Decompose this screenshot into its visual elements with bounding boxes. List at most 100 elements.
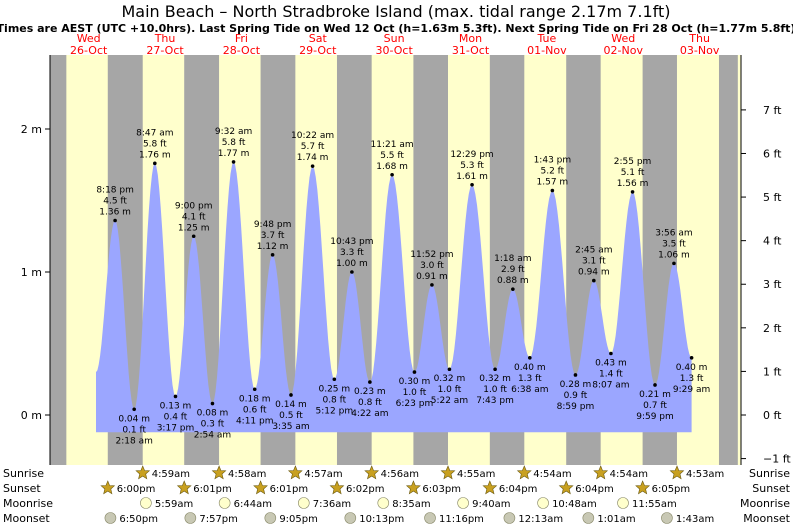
tide-point: [191, 234, 196, 239]
tide-point: [430, 283, 434, 287]
tide-point: [573, 373, 578, 377]
tide-ft-label: 4.5 ft: [103, 197, 127, 207]
ft-tick-label: 2 ft: [763, 322, 782, 335]
sunset-time: 6:01pm: [270, 484, 309, 495]
m-tick-label: 1 m: [21, 266, 42, 279]
moonrise-icon: [377, 497, 390, 509]
sunrise-time: 4:55am: [457, 469, 495, 480]
tide-time-label: 7:43 pm: [476, 396, 514, 406]
row-label-left: Moonset: [3, 512, 50, 525]
day-headers: Wed26-OctThu27-OctFri28-OctSat29-OctSun3…: [70, 32, 720, 57]
tide-point: [350, 270, 354, 274]
tide-m-label: 1.00 m: [336, 259, 368, 269]
tide-m-label: 1.76 m: [139, 150, 171, 160]
moonset-time: 10:13pm: [359, 514, 404, 525]
tide-time-label: 4:11 pm: [236, 416, 274, 426]
moonset-icon: [503, 512, 516, 524]
tide-time-label: 8:18 pm: [96, 186, 134, 196]
tide-time-label: 10:22 am: [291, 131, 334, 141]
tide-point: [289, 393, 293, 397]
row-label-left: Sunrise: [3, 467, 44, 480]
tide-ft-label: 1.0 ft: [483, 385, 507, 395]
sunset-icon: [482, 480, 498, 495]
sunset-icon: [253, 480, 268, 495]
tide-time-label: 11:52 pm: [410, 250, 453, 260]
ft-tick-label: 3 ft: [763, 278, 782, 291]
moonrise-time: 10:48am: [552, 499, 597, 510]
tide-time-label: 3:35 am: [272, 422, 309, 432]
tide-time-label: 1:43 pm: [534, 155, 572, 165]
tide-m-label: 0.21 m: [639, 390, 671, 400]
row-label-left: Sunset: [3, 482, 41, 495]
sunset-icon: [635, 480, 651, 495]
tide-point: [592, 278, 596, 283]
day-name-label: Tue: [536, 32, 556, 45]
moonset-time: 12:13am: [518, 514, 563, 525]
tide-m-label: 0.91 m: [416, 272, 448, 282]
ft-tick-label: 4 ft: [763, 235, 782, 248]
sunrise-time: 4:53am: [686, 469, 724, 480]
moonset-icon: [184, 512, 197, 524]
day-name-label: Wed: [77, 32, 101, 45]
sunrise-time: 4:59am: [152, 469, 190, 480]
day-date-label: 26-Oct: [70, 44, 108, 57]
row-label-right: Sunrise: [749, 467, 790, 480]
tide-ft-label: 5.1 ft: [621, 168, 645, 178]
tide-time-label: 3:17 pm: [157, 423, 195, 433]
day-date-label: 29-Oct: [299, 44, 337, 57]
day-date-label: 03-Nov: [680, 44, 720, 57]
tide-m-label: 0.23 m: [354, 387, 386, 397]
moonset-time: 7:57pm: [199, 514, 238, 525]
tide-point: [412, 370, 417, 374]
day-date-label: 31-Oct: [452, 44, 490, 57]
sunrise-icon: [593, 465, 609, 480]
sunrise-icon: [135, 465, 151, 480]
moonrise-icon: [140, 497, 152, 509]
sunset-time: 6:00pm: [117, 484, 156, 495]
day-name-label: Fri: [235, 32, 248, 45]
tide-m-label: 0.13 m: [160, 401, 192, 411]
tide-time-label: 6:23 pm: [396, 399, 434, 409]
tide-point: [550, 188, 555, 193]
moonrise-icon: [457, 497, 469, 509]
tide-ft-label: 0.3 ft: [201, 420, 225, 430]
tide-time-label: 4:22 am: [351, 409, 388, 419]
tide-m-label: 0.88 m: [497, 276, 529, 286]
tide-time-label: 5:12 pm: [316, 406, 354, 416]
tide-m-label: 0.30 m: [399, 377, 431, 387]
night-band: [50, 55, 67, 465]
sunset-icon: [405, 480, 421, 495]
chart-subtitle: Times are AEST (UTC +10.0hrs). Last Spri…: [0, 22, 793, 35]
tide-point: [470, 182, 474, 187]
tide-m-label: 0.14 m: [275, 400, 307, 410]
tide-ft-label: 1.4 ft: [599, 370, 623, 380]
tide-time-label: 9:32 am: [215, 127, 252, 137]
ft-tick-label: 5 ft: [763, 191, 782, 204]
tide-ft-label: 4.1 ft: [182, 212, 206, 222]
tide-ft-label: 1.3 ft: [680, 374, 704, 384]
tide-point: [672, 261, 676, 266]
tide-point: [390, 172, 394, 177]
tide-m-label: 0.04 m: [118, 414, 150, 424]
ft-tick-label: 0 ft: [763, 409, 782, 422]
tide-time-label: 9:29 am: [673, 385, 710, 395]
sunrise-icon: [287, 465, 303, 480]
sunrise-icon: [516, 465, 532, 480]
tide-time-label: 8:59 pm: [557, 402, 595, 412]
tide-point: [270, 253, 275, 257]
tide-ft-label: 3.1 ft: [582, 257, 606, 267]
day-name-label: Sat: [309, 32, 328, 45]
moonrise-icon: [297, 497, 310, 509]
tide-ft-label: 5.7 ft: [301, 142, 325, 152]
sunset-icon: [100, 480, 116, 495]
tide-m-label: 1.61 m: [456, 172, 488, 182]
tide-m-label: 0.08 m: [197, 409, 229, 419]
tide-ft-label: 0.6 ft: [243, 405, 267, 415]
day-date-label: 30-Oct: [376, 44, 414, 57]
ft-tick-label: −1 ft: [763, 453, 791, 466]
tide-point: [332, 377, 337, 382]
sunset-icon: [176, 480, 192, 495]
sunset-time: 6:01pm: [193, 484, 232, 495]
ft-tick-label: 6 ft: [763, 147, 782, 160]
tide-m-label: 0.32 m: [434, 374, 466, 384]
